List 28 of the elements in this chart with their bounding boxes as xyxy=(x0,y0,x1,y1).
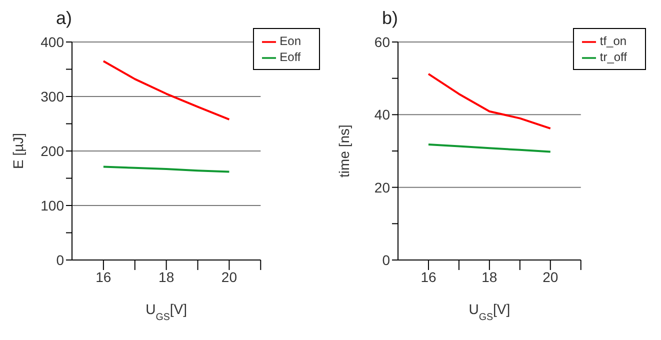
y-tick-label: 100 xyxy=(40,198,64,214)
y-tick-label: 20 xyxy=(374,179,390,196)
x-tick-label: 16 xyxy=(96,268,112,285)
x-tick-label: 20 xyxy=(542,268,558,285)
chart-title: b) xyxy=(382,8,398,29)
x-tick-label: 20 xyxy=(221,268,238,285)
legend-label: Eoff xyxy=(280,50,301,64)
y-axis-title: E [µJ] xyxy=(10,132,26,170)
y-tick-label: 0 xyxy=(382,252,390,268)
y-tick-label: 200 xyxy=(40,143,64,159)
x-tick-label: 16 xyxy=(420,268,436,285)
x-tick-label: 18 xyxy=(482,268,498,285)
x-tick-label: 18 xyxy=(158,268,174,285)
y-tick-label: 0 xyxy=(56,252,64,268)
x-axis-title: U$_{GS}$[V] xyxy=(468,301,510,322)
y-tick-label: 40 xyxy=(374,106,390,123)
y-tick-label: 60 xyxy=(374,34,390,50)
y-tick-label: 400 xyxy=(40,34,64,50)
legend-label: tr_off xyxy=(600,50,627,64)
x-axis-title: U$_{GS}$[V] xyxy=(146,301,188,322)
line-series xyxy=(427,143,552,153)
legend-label: Eon xyxy=(280,34,301,48)
y-tick-label: 300 xyxy=(40,88,64,104)
line-series xyxy=(427,72,552,130)
legend-label: tf_on xyxy=(600,34,627,48)
line-series xyxy=(102,60,230,120)
chart-title: a) xyxy=(56,8,72,29)
y-axis-title: time [ns] xyxy=(336,124,352,178)
